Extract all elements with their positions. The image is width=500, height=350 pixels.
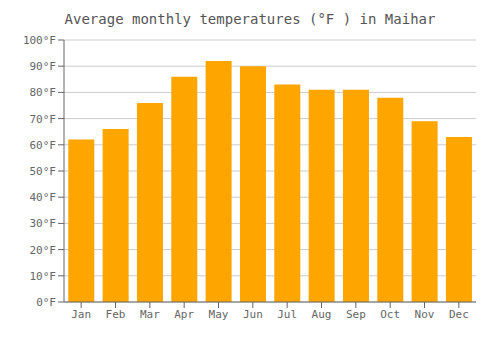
svg-text:Jul: Jul [277, 308, 297, 321]
html-text:Average monthly temperatures (: Average monthly temperatures (°F ) in Ma… [64, 11, 436, 27]
svg-text:90°F: 90°F [30, 60, 57, 73]
svg-text:70°F: 70°F [30, 113, 57, 126]
svg-text:May: May [209, 308, 229, 321]
svg-text:40°F: 40°F [30, 191, 57, 204]
svg-text:Jan: Jan [71, 308, 91, 321]
svg-text:Feb: Feb [106, 308, 126, 321]
svg-text:80°F: 80°F [30, 86, 57, 99]
svg-text:Jun: Jun [243, 308, 263, 321]
svg-text:60°F: 60°F [30, 139, 57, 152]
svg-text:50°F: 50°F [30, 165, 57, 178]
svg-text:Oct: Oct [380, 308, 400, 321]
svg-text:30°F: 30°F [30, 217, 57, 230]
svg-text:100°F: 100°F [23, 34, 56, 47]
svg-text:Sep: Sep [346, 308, 366, 321]
svg-text:Dec: Dec [449, 308, 469, 321]
svg-text:Apr: Apr [174, 308, 194, 321]
svg-text:Mar: Mar [140, 308, 160, 321]
svg-text:20°F: 20°F [30, 244, 57, 257]
svg-text:0°F: 0°F [36, 296, 56, 309]
svg-text:10°F: 10°F [30, 270, 57, 283]
svg-text:Nov: Nov [415, 308, 435, 321]
svg-text:Aug: Aug [312, 308, 332, 321]
